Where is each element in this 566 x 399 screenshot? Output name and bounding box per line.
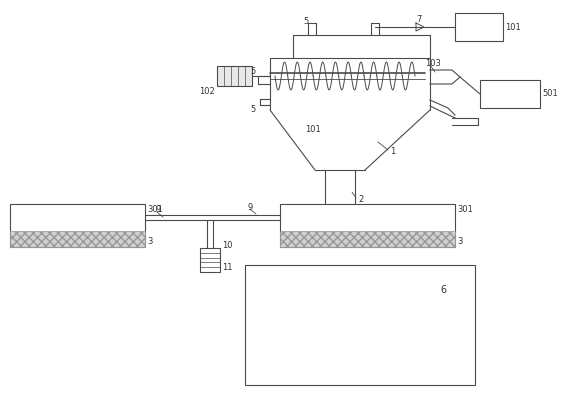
Bar <box>480 80 540 108</box>
Text: 102: 102 <box>199 87 215 95</box>
Text: 301: 301 <box>147 205 163 215</box>
Text: 103: 103 <box>425 59 441 69</box>
Text: 101: 101 <box>305 126 321 134</box>
Bar <box>10 204 145 247</box>
Text: 3: 3 <box>457 237 462 247</box>
Text: 501: 501 <box>542 89 558 99</box>
Bar <box>10 231 145 247</box>
Bar <box>245 265 475 385</box>
Text: 6: 6 <box>440 285 446 295</box>
Text: 5: 5 <box>250 67 255 77</box>
Text: 101: 101 <box>505 22 521 32</box>
Text: 5: 5 <box>250 105 255 113</box>
Text: 9: 9 <box>248 203 253 211</box>
Bar <box>280 231 455 247</box>
Text: 1: 1 <box>390 148 395 156</box>
Text: 3: 3 <box>147 237 152 247</box>
Bar <box>200 248 220 272</box>
Text: 2: 2 <box>358 196 363 205</box>
Text: 11: 11 <box>222 263 233 273</box>
Text: 10: 10 <box>222 241 233 251</box>
Text: 9: 9 <box>155 205 160 215</box>
Text: 7: 7 <box>416 14 421 24</box>
Bar <box>280 204 455 247</box>
Text: 301: 301 <box>457 205 473 215</box>
Bar <box>455 13 503 41</box>
Bar <box>217 66 252 86</box>
Text: 5: 5 <box>303 16 308 26</box>
